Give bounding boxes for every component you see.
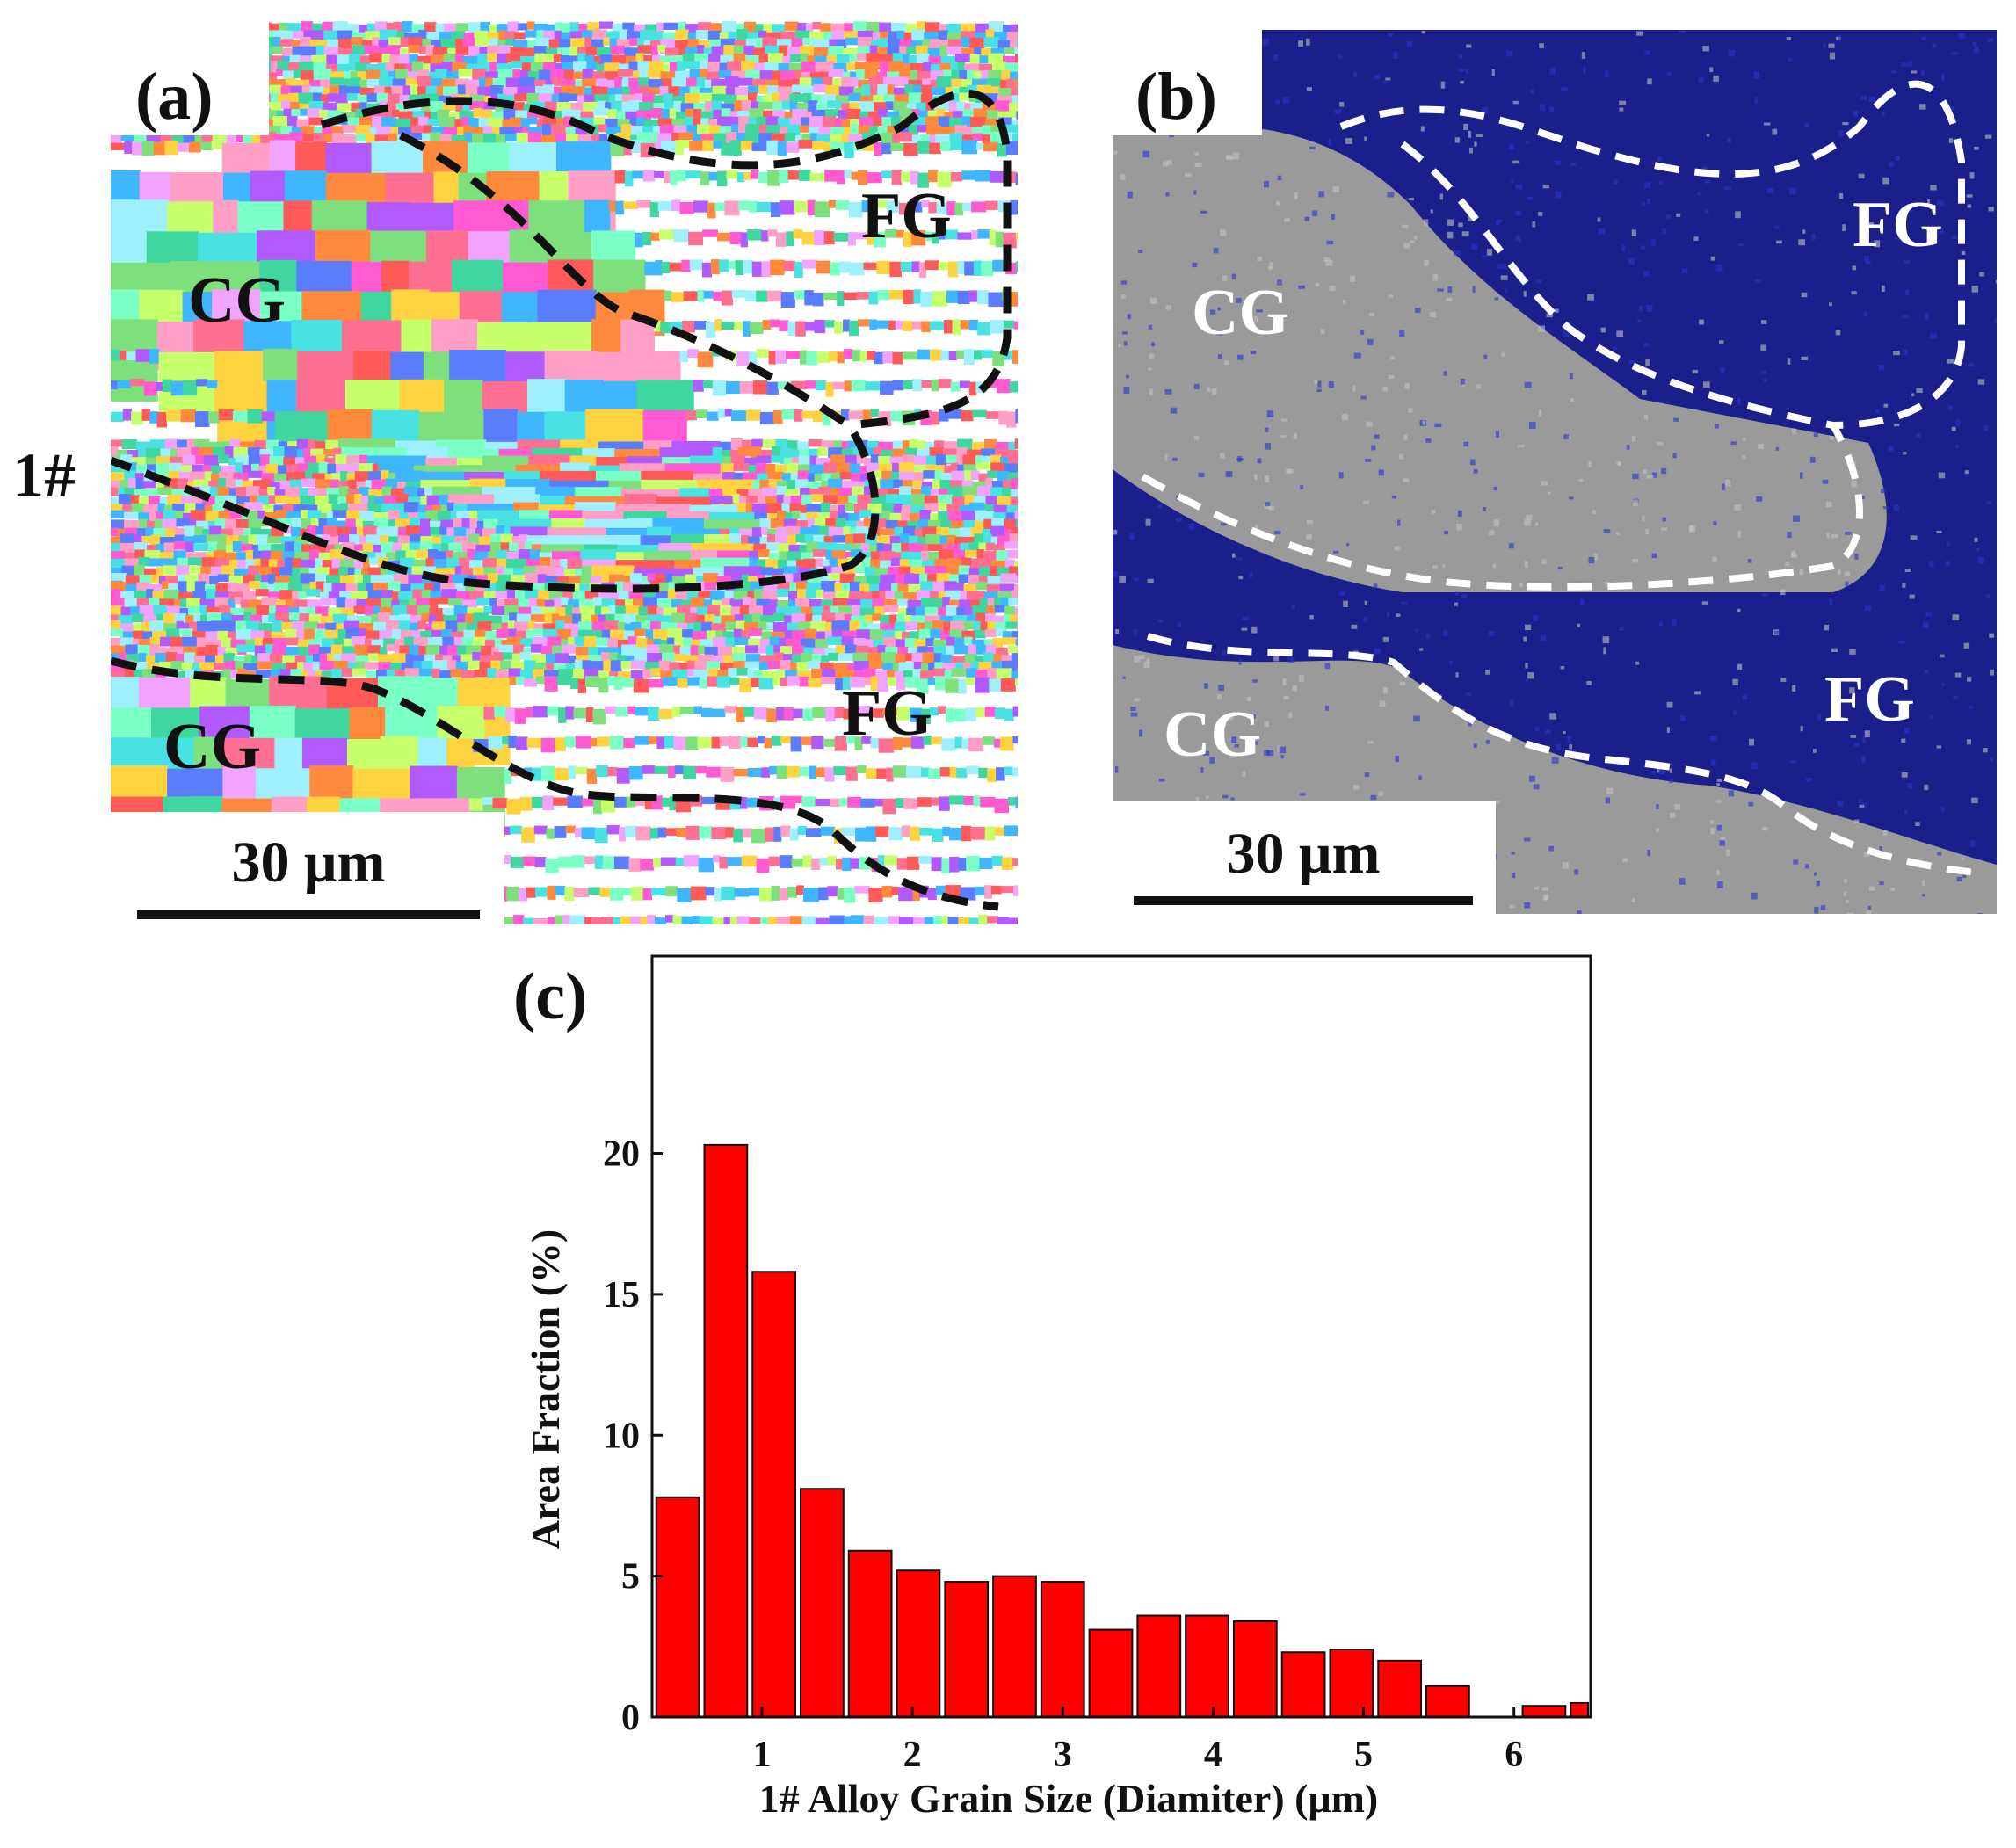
panel-b-fg-top-label: FG — [1853, 188, 1943, 263]
histogram-bar — [1137, 1616, 1180, 1717]
panel-a-ipf-image — [111, 21, 1018, 924]
histogram-bar — [849, 1551, 892, 1717]
y-tick-label: 20 — [603, 1134, 640, 1175]
panel-b-letter: (b) — [1123, 58, 1229, 135]
histogram-bar — [945, 1582, 988, 1717]
panel-c-letter: (c) — [501, 958, 599, 1035]
histogram-bar — [1570, 1703, 1588, 1717]
panel-b-cg-bottom-label: CG — [1164, 698, 1261, 772]
panel-b-cg-top-label: CG — [1192, 276, 1289, 351]
y-tick-label: 15 — [603, 1275, 640, 1315]
x-axis-title: 1# Alloy Grain Size (Diamiter) (μm) — [759, 1776, 1378, 1821]
x-tick-label: 2 — [903, 1735, 922, 1775]
histogram-bar — [801, 1489, 844, 1717]
histogram-bar — [1234, 1621, 1277, 1717]
histogram-bar — [1041, 1582, 1084, 1717]
y-tick-label: 5 — [621, 1557, 640, 1598]
x-tick-label: 5 — [1354, 1735, 1373, 1775]
histogram-bar — [704, 1145, 747, 1717]
panel-a-cg-bottom-label: CG — [163, 710, 261, 785]
histogram-bar — [993, 1576, 1036, 1717]
panel-a-letter: (a) — [123, 58, 226, 135]
panel-b-scalebar — [1134, 896, 1473, 905]
panel-b-boundary-map — [1113, 30, 1997, 914]
row-label: 1# — [12, 439, 76, 512]
histogram-bar — [752, 1272, 795, 1717]
panel-b-boundary-image — [1113, 30, 1997, 914]
y-tick-label: 0 — [621, 1698, 640, 1738]
histogram-bar — [1378, 1661, 1421, 1717]
panel-a-scalebar-label: 30 μm — [137, 830, 480, 896]
panel-a-scalebar — [137, 910, 480, 919]
panel-a-ipf-map — [111, 21, 1018, 924]
histogram-bar — [1282, 1652, 1325, 1717]
histogram-bar — [1330, 1649, 1373, 1717]
y-tick-label: 10 — [603, 1416, 640, 1456]
y-axis-title: Area Fraction (%) — [523, 1229, 568, 1549]
panel-b-fg-bottom-label: FG — [1824, 663, 1915, 737]
panel-b-scalebar-label: 30 μm — [1134, 821, 1473, 888]
histogram-bar — [656, 1497, 700, 1717]
histogram-bar — [1186, 1616, 1229, 1717]
x-tick-label: 1 — [752, 1735, 771, 1775]
histogram-bar — [1426, 1686, 1469, 1717]
panel-a-fg-bottom-label: FG — [842, 677, 932, 751]
histogram-bar — [1523, 1706, 1566, 1717]
plot-frame — [652, 956, 1591, 1717]
x-tick-label: 6 — [1505, 1735, 1523, 1775]
panel-a-cg-top-label: CG — [188, 264, 286, 338]
histogram-bar — [897, 1570, 940, 1717]
histogram-bar — [1090, 1630, 1133, 1717]
panel-a-fg-top-label: FG — [861, 179, 952, 254]
x-tick-label: 3 — [1054, 1735, 1072, 1775]
x-tick-label: 4 — [1204, 1735, 1222, 1775]
